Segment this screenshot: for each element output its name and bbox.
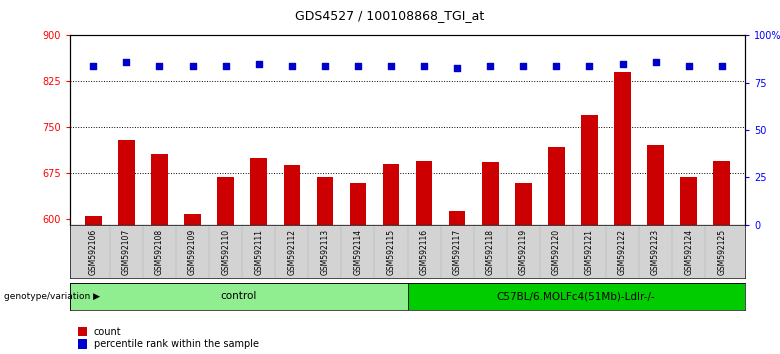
Text: GSM592117: GSM592117	[452, 229, 462, 275]
Text: GSM592115: GSM592115	[387, 229, 395, 275]
Bar	[416, 161, 432, 225]
Bar	[70, 283, 407, 310]
Text: GSM592125: GSM592125	[718, 229, 726, 275]
Bar	[449, 211, 466, 225]
Text: GSM592110: GSM592110	[222, 229, 230, 275]
Point	[451, 65, 463, 70]
Point	[318, 63, 331, 69]
Bar	[85, 216, 101, 225]
Bar	[548, 147, 565, 225]
Bar	[383, 164, 399, 225]
Text: GSM592106: GSM592106	[89, 229, 98, 275]
Bar	[615, 72, 631, 225]
Bar	[317, 177, 333, 225]
Text: GSM592109: GSM592109	[188, 229, 197, 275]
Point	[517, 63, 530, 69]
Text: GSM592113: GSM592113	[321, 229, 329, 275]
Bar	[482, 162, 498, 225]
Point	[484, 63, 497, 69]
Text: GSM592108: GSM592108	[155, 229, 164, 275]
Bar	[151, 154, 168, 225]
Point	[219, 63, 232, 69]
Point	[253, 61, 265, 67]
Text: count: count	[94, 327, 121, 337]
Point	[352, 63, 364, 69]
Text: genotype/variation ▶: genotype/variation ▶	[4, 292, 100, 301]
Text: GSM592107: GSM592107	[122, 229, 131, 275]
Bar	[250, 158, 267, 225]
Bar	[349, 183, 366, 225]
Text: GSM592120: GSM592120	[552, 229, 561, 275]
Point	[120, 59, 133, 65]
Text: GDS4527 / 100108868_TGI_at: GDS4527 / 100108868_TGI_at	[296, 9, 484, 22]
Text: GSM592111: GSM592111	[254, 229, 263, 275]
Text: GSM592119: GSM592119	[519, 229, 528, 275]
Text: GSM592114: GSM592114	[353, 229, 363, 275]
Bar	[184, 214, 200, 225]
Point	[650, 59, 662, 65]
Bar	[581, 115, 597, 225]
Text: control: control	[221, 291, 257, 302]
Point	[682, 63, 695, 69]
Point	[153, 63, 165, 69]
Text: GSM592112: GSM592112	[287, 229, 296, 275]
Bar	[407, 283, 745, 310]
Point	[87, 63, 100, 69]
Point	[583, 63, 596, 69]
Bar	[283, 165, 300, 225]
Bar	[515, 183, 532, 225]
Bar	[647, 145, 664, 225]
Point	[616, 61, 629, 67]
Text: GSM592124: GSM592124	[684, 229, 693, 275]
Bar	[714, 161, 730, 225]
Text: GSM592118: GSM592118	[486, 229, 495, 275]
Text: GSM592122: GSM592122	[618, 229, 627, 275]
Point	[385, 63, 397, 69]
Text: GSM592123: GSM592123	[651, 229, 660, 275]
Point	[550, 63, 562, 69]
Text: C57BL/6.MOLFc4(51Mb)-Ldlr-/-: C57BL/6.MOLFc4(51Mb)-Ldlr-/-	[497, 291, 656, 302]
Text: GSM592121: GSM592121	[585, 229, 594, 275]
Point	[418, 63, 431, 69]
Bar	[118, 141, 135, 225]
Point	[285, 63, 298, 69]
Bar	[218, 177, 234, 225]
Point	[186, 63, 199, 69]
Text: percentile rank within the sample: percentile rank within the sample	[94, 339, 259, 349]
Bar	[680, 177, 697, 225]
Point	[715, 63, 728, 69]
Text: GSM592116: GSM592116	[420, 229, 428, 275]
